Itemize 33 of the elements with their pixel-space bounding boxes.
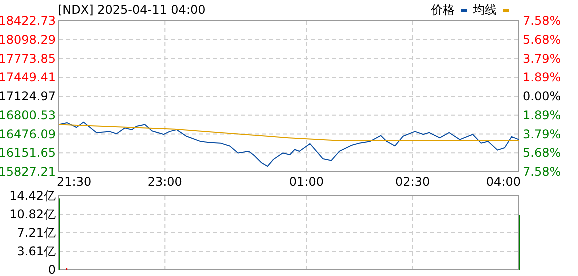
- y-tick-label: 18422.73: [0, 14, 56, 28]
- y-tick-label: 17124.97: [0, 90, 56, 104]
- y-tick-label: 15827.21: [0, 165, 56, 179]
- x-tick-label: 21:30: [57, 175, 92, 189]
- y-tick-label: 17773.85: [0, 52, 56, 66]
- y-tick-label: 10.82亿: [10, 207, 56, 222]
- y-tick-label: 3.61亿: [17, 244, 56, 258]
- y-tick-label: 16151.65: [0, 146, 56, 160]
- x-tick-label: 02:30: [396, 175, 430, 189]
- x-tick-label: 23:00: [148, 175, 182, 189]
- y-tick-label: 7.21亿: [17, 226, 56, 240]
- y-tick-label: 0: [48, 263, 56, 276]
- legend-label: 均线: [472, 3, 497, 17]
- y2-tick-label: 1.89%: [523, 108, 562, 122]
- y-tick-label: 17449.41: [0, 70, 56, 85]
- y-tick-label: 14.42亿: [10, 189, 56, 203]
- chart-title: [NDX] 2025-04-11 04:00: [58, 3, 206, 17]
- line-series: [58, 124, 520, 142]
- y2-tick-label: 3.79%: [523, 52, 562, 66]
- y-tick-label: 18098.29: [0, 32, 56, 47]
- y-tick-label: 16476.09: [0, 127, 56, 142]
- legend-label: 价格: [430, 3, 455, 17]
- x-tick-label: 01:00: [289, 175, 324, 189]
- y2-tick-label: 1.89%: [523, 70, 562, 85]
- y2-tick-label: 5.68%: [523, 146, 562, 160]
- line-series: [58, 122, 520, 168]
- y2-tick-label: 3.79%: [523, 127, 562, 142]
- x-tick-label: 04:00: [486, 175, 521, 189]
- y-tick-label: 16800.53: [0, 108, 56, 122]
- y2-tick-label: 0.00%: [523, 90, 562, 104]
- y2-tick-label: 7.58%: [523, 165, 562, 179]
- y2-tick-label: 7.58%: [523, 14, 562, 28]
- y2-tick-label: 5.68%: [523, 32, 562, 47]
